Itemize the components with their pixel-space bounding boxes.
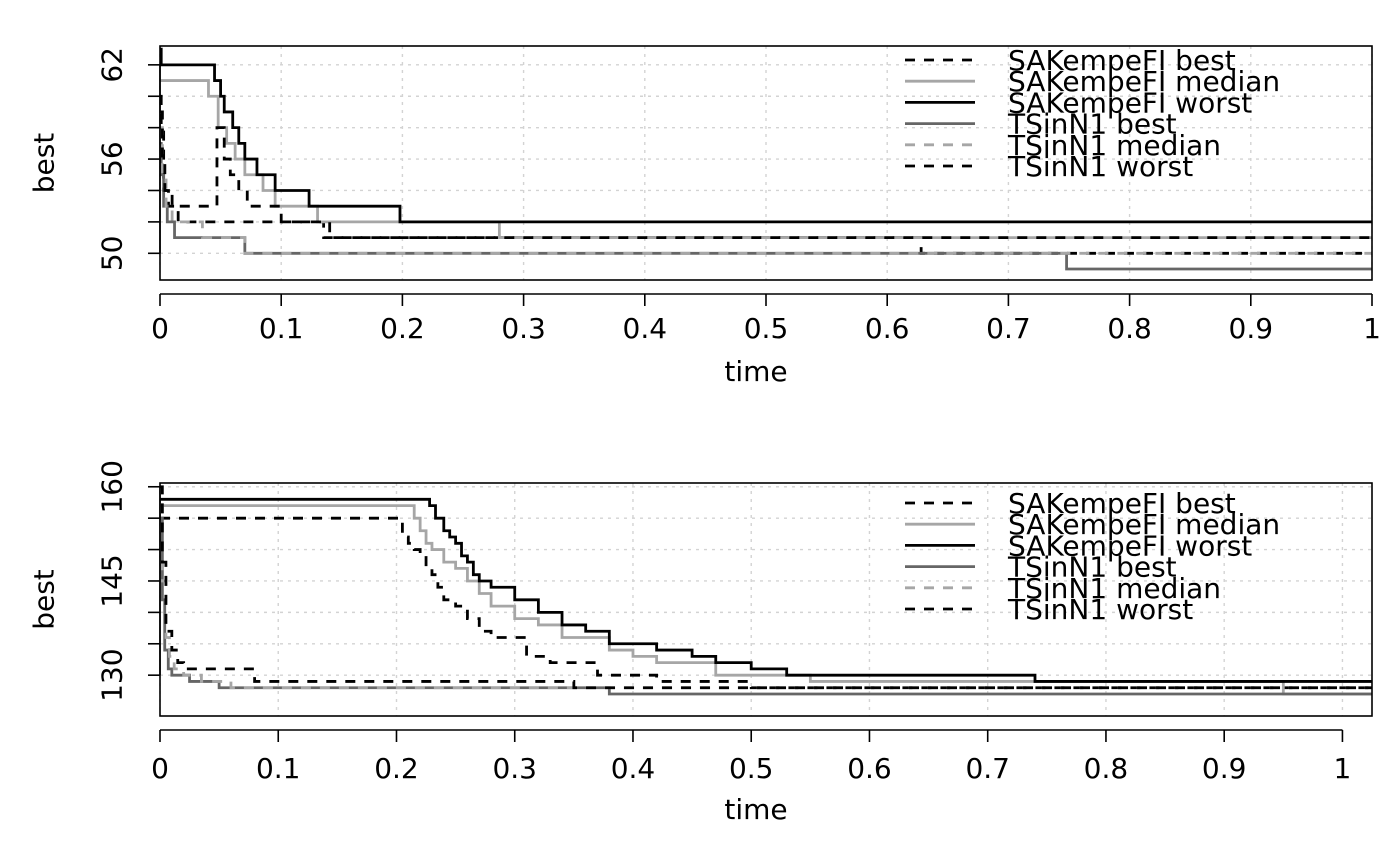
legend-label-0: SAKempeFI best (1008, 487, 1236, 520)
y-axis-title: best (28, 133, 61, 194)
x-tick-label: 0.9 (1202, 752, 1247, 785)
y-axis: 50 56 62 best (28, 47, 161, 271)
x-tick-label: 1 (1363, 312, 1381, 345)
y-tick-label: 160 (96, 460, 129, 513)
x-tick-label: 0.7 (986, 312, 1031, 345)
legend-label-5: TSinN1 worst (1007, 150, 1193, 183)
legend-label-3: TSinN1 best (1007, 108, 1177, 141)
y-tick-label: 50 (96, 235, 129, 271)
y-tick-label: 56 (96, 141, 129, 177)
x-axis: 0 0.1 0.2 0.3 0.4 0.5 0.6 0.7 0.8 0.9 1 time (151, 293, 1381, 388)
x-axis-title: time (724, 793, 787, 826)
x-tick-label: 0.2 (380, 312, 425, 345)
series-line-5 (160, 485, 1372, 690)
series-group (160, 485, 1372, 696)
series-line-1 (160, 79, 1372, 239)
x-tick-label: 0.6 (847, 752, 892, 785)
x-tick-label: 0.2 (374, 752, 419, 785)
series-line-4 (160, 126, 1372, 255)
x-tick-label: 0.3 (501, 312, 546, 345)
series-line-0 (160, 516, 1372, 690)
series-line-1 (160, 504, 1372, 696)
y-tick-label: 62 (96, 47, 129, 83)
x-axis: 0 0.1 0.2 0.3 0.4 0.5 0.6 0.7 0.8 0.9 1 time (151, 729, 1352, 826)
x-tick-label: 0.9 (1229, 312, 1274, 345)
y-axis-title: best (28, 569, 61, 630)
x-tick-label: 0.6 (865, 312, 910, 345)
x-tick-label: 1 (1334, 752, 1352, 785)
y-tick-label: 130 (96, 648, 129, 701)
series-group (159, 47, 1372, 271)
x-tick-label: 0.1 (256, 752, 301, 785)
panel-bottom: 0 0.1 0.2 0.3 0.4 0.5 0.6 0.7 0.8 0.9 1time1301451… (28, 460, 1373, 826)
series-line-3 (160, 516, 1372, 696)
x-tick-label: 0.4 (611, 752, 656, 785)
series-line-2 (159, 47, 1372, 224)
legend-label-4: TSinN1 median (1007, 572, 1221, 605)
legend-label-1: SAKempeFI median (1008, 508, 1280, 541)
legend-label-2: SAKempeFI worst (1008, 529, 1252, 562)
x-tick-label: 0.5 (744, 312, 789, 345)
legend-label-4: TSinN1 median (1007, 129, 1221, 162)
x-tick-label: 0.8 (1084, 752, 1129, 785)
legend-label-2: SAKempeFI worst (1008, 86, 1252, 119)
y-tick-label: 145 (96, 554, 129, 607)
legend-label-0: SAKempeFI best (1008, 44, 1236, 77)
x-tick-label: 0.5 (729, 752, 774, 785)
series-line-5 (160, 110, 1372, 239)
legend-label-3: TSinN1 best (1007, 551, 1177, 584)
x-tick-label: 0 (151, 312, 169, 345)
x-tick-label: 0.7 (965, 752, 1010, 785)
legend-label-5: TSinN1 worst (1007, 593, 1193, 626)
series-line-2 (160, 497, 1372, 683)
x-tick-label: 0 (151, 752, 169, 785)
panel-top: 0 0.1 0.2 0.3 0.4 0.5 0.6 0.7 0.8 0.9 1 time 50 56 62 b… (28, 44, 1381, 388)
x-axis-title: time (724, 355, 787, 388)
series-line-3 (159, 141, 1372, 271)
y-axis: 130 145 160 best (28, 460, 161, 702)
legend-label-1: SAKempeFI median (1008, 65, 1280, 98)
x-tick-label: 0.3 (492, 752, 537, 785)
x-tick-label: 0.1 (259, 312, 304, 345)
x-tick-label: 0.4 (623, 312, 668, 345)
x-tick-label: 0.8 (1107, 312, 1152, 345)
